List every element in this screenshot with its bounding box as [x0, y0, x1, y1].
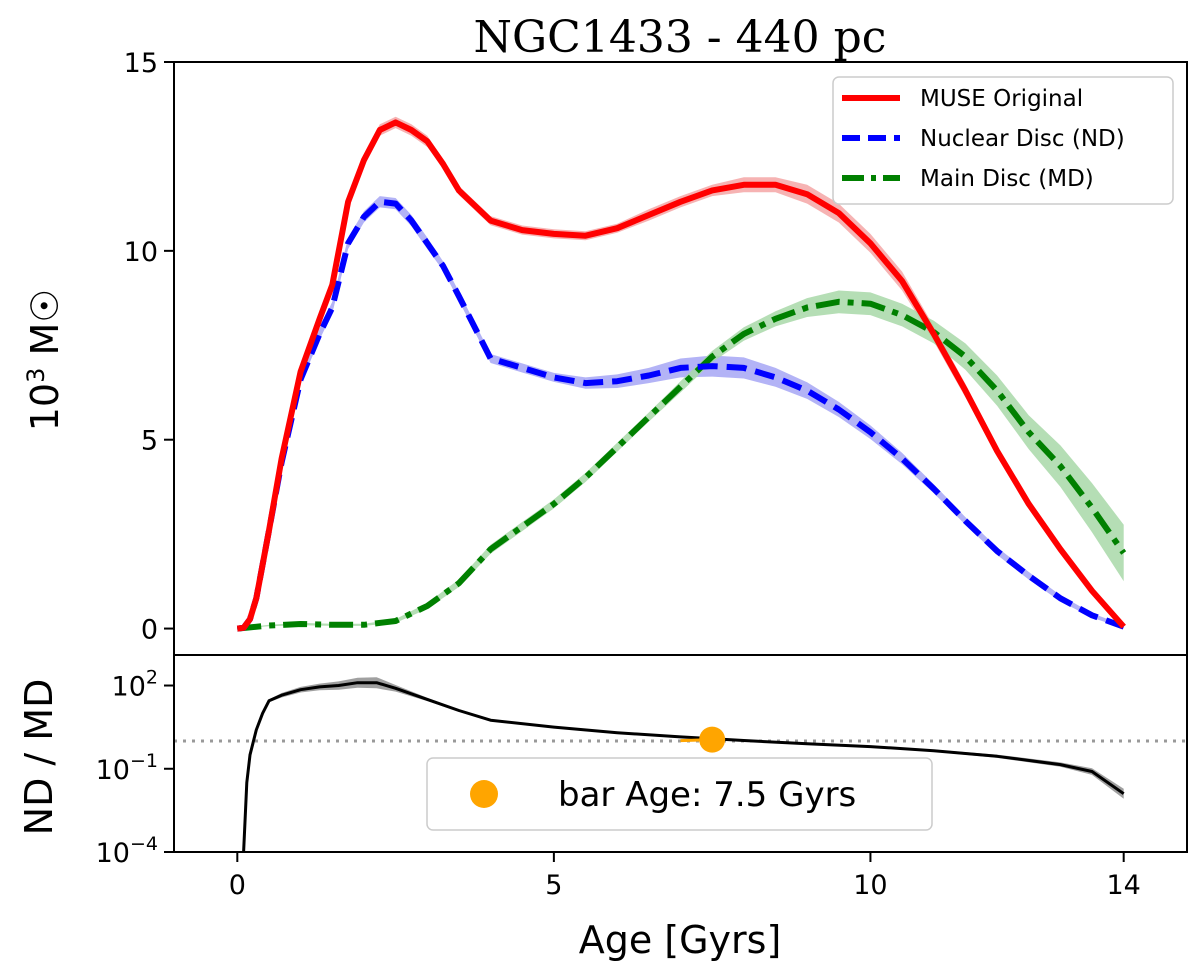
legend-frame: [832, 76, 1174, 205]
x-tick-label: 10: [853, 870, 887, 901]
x-axis-label: Age [Gyrs]: [579, 918, 782, 962]
bar-age-legend: bar Age: 7.5 Gyrs: [426, 757, 933, 831]
band-main-disc-md: [237, 290, 1124, 629]
top-series-lines: [236, 119, 1127, 632]
tick-base: 10: [96, 838, 130, 869]
ylabel-unit: M☉: [23, 289, 67, 368]
x-tick-label: 5: [545, 870, 562, 901]
bottom-x-ticks: 0 5 10 14: [229, 852, 1141, 901]
bar-age-legend-marker: [470, 780, 498, 808]
bottom-series-line: [242, 681, 1125, 852]
chart-title: NGC1433 - 440 pc: [474, 12, 887, 63]
bar-age-legend-label: bar Age: 7.5 Gyrs: [558, 775, 856, 815]
tick-base: 10: [112, 672, 146, 703]
top-y-tick-label: 0: [141, 615, 158, 646]
line-main-disc-md: [237, 298, 1127, 632]
x-tick-label: 0: [229, 870, 246, 901]
bottom-y-tick-label: 10−1: [96, 750, 158, 786]
line-nd-md-ratio: [242, 681, 1125, 852]
bottom-y-tick-label: 102: [112, 667, 158, 703]
tick-exponent: 2: [146, 667, 158, 689]
top-y-tick-label: 5: [141, 426, 158, 457]
x-tick-label: 14: [1107, 870, 1141, 901]
line-muse-original: [236, 119, 1126, 632]
top-y-tick-label: 15: [124, 48, 158, 79]
top-y-ticks: 0 5 10 15: [124, 48, 174, 646]
bottom-y-axis-label: ND / MD: [17, 679, 61, 836]
legend: MUSE Original Nuclear Disc (ND) Main Dis…: [832, 76, 1174, 205]
line-nuclear-disc-nd: [236, 198, 1125, 632]
tick-exponent: −4: [130, 833, 158, 855]
legend-label-md: Main Disc (MD): [920, 166, 1094, 192]
bar-age-marker: [699, 726, 726, 753]
bottom-y-tick-label: 10−4: [96, 833, 158, 869]
ylabel-exponent: 3: [22, 368, 50, 383]
tick-exponent: −1: [130, 750, 158, 772]
top-y-axis-label: 103 M☉: [22, 289, 67, 432]
bottom-axes-frame: [173, 654, 1188, 853]
tick-base: 10: [96, 755, 130, 786]
legend-label-nd: Nuclear Disc (ND): [920, 126, 1125, 152]
top-y-tick-label: 10: [124, 237, 158, 268]
legend-label-muse: MUSE Original: [920, 86, 1083, 112]
ylabel-base: 10: [23, 383, 67, 431]
bar-age-legend-frame: [426, 757, 933, 831]
band-nuclear-disc-nd: [237, 196, 1124, 629]
bar-age-highlight: [680, 726, 726, 753]
